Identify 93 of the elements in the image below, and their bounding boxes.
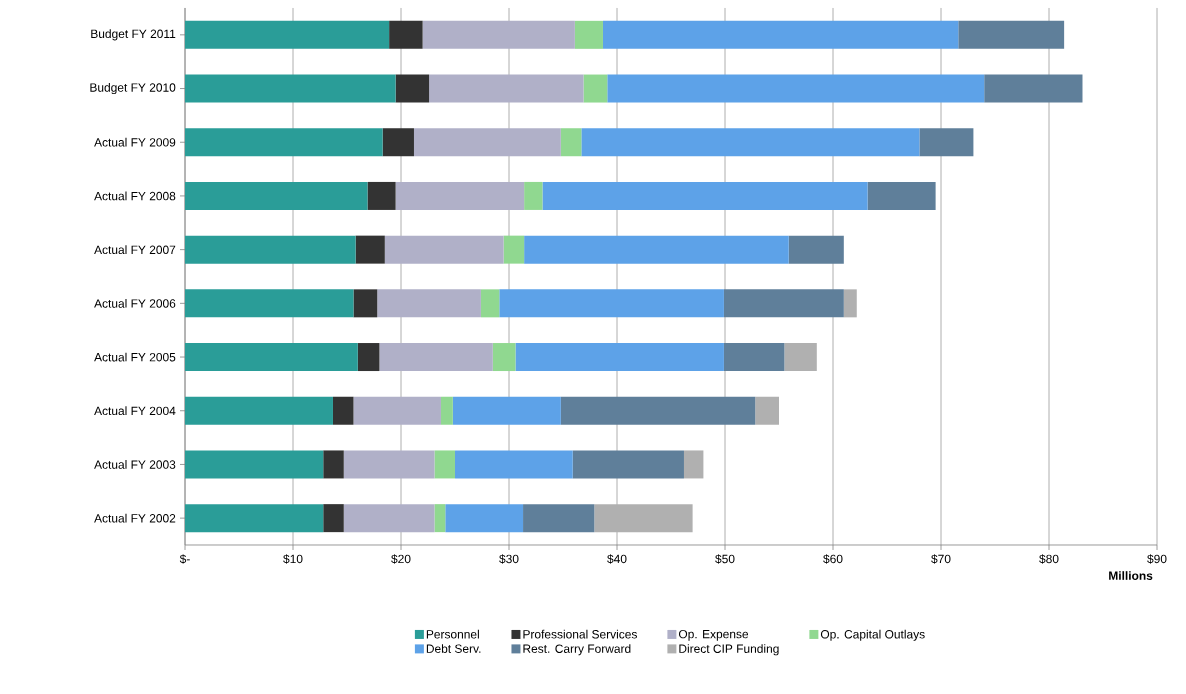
bar (984, 74, 1083, 103)
bar (723, 289, 844, 318)
legend-label: Op. Expense (678, 629, 749, 641)
bar (332, 396, 354, 425)
x-tick-label: $50 (715, 554, 735, 564)
bar (583, 74, 608, 103)
bar (445, 504, 524, 533)
bar (185, 20, 390, 49)
bar (607, 74, 985, 103)
x-tick-label: $60 (823, 554, 843, 564)
bar (843, 289, 857, 318)
bar (353, 396, 441, 425)
bar (323, 504, 344, 533)
bar (434, 450, 456, 479)
y-tick-label: Budget FY 2010 (90, 82, 176, 95)
y-tick-label: Budget FY 2011 (91, 29, 176, 41)
bar (185, 504, 324, 533)
bar (602, 20, 959, 49)
bar (185, 396, 333, 425)
bar (788, 235, 844, 264)
bar (389, 20, 423, 49)
bar (581, 128, 920, 157)
bar (499, 289, 724, 318)
bar (560, 128, 582, 157)
bar (377, 289, 481, 318)
x-tick-label: $90 (1147, 554, 1167, 564)
bar (572, 450, 684, 479)
bar (384, 235, 504, 264)
y-tick-label: Actual FY 2005 (94, 352, 176, 362)
bar (355, 235, 385, 264)
bar (382, 128, 414, 157)
bar (574, 20, 603, 49)
bar (503, 235, 525, 264)
x-tick-label: $40 (607, 554, 627, 564)
bar (958, 20, 1065, 49)
bar (524, 181, 543, 210)
bar (492, 343, 516, 372)
bar (594, 504, 693, 533)
bar (429, 74, 584, 103)
bar (542, 181, 868, 210)
legend-label: Professional Services (523, 629, 637, 639)
bar (343, 450, 435, 479)
legend-label: Personnel (426, 629, 479, 639)
bar (367, 181, 396, 210)
x-tick-label: $20 (391, 554, 411, 564)
y-tick-label: Actual FY 2003 (94, 460, 176, 469)
bar (185, 235, 356, 264)
bar (560, 396, 756, 425)
bar (379, 343, 493, 372)
bar (919, 128, 974, 157)
bar (440, 396, 453, 425)
bar (185, 289, 354, 318)
bar (452, 396, 561, 425)
bar (867, 181, 936, 210)
y-tick-label: Actual FY 2009 (94, 137, 176, 147)
x-tick-label: $- (179, 554, 190, 564)
x-tick-label: $30 (499, 554, 519, 564)
bar (323, 450, 344, 479)
bar (343, 504, 435, 533)
bar (413, 128, 561, 157)
legend-label: Debt Serv. (426, 644, 481, 653)
bar (395, 74, 430, 103)
bar (480, 289, 500, 318)
y-tick-label: Actual FY 2008 (94, 191, 176, 201)
bar (683, 450, 704, 479)
bar (353, 289, 378, 318)
bar (395, 181, 525, 210)
legend-label: Direct CIP Funding (679, 644, 779, 656)
x-axis-title: Millions (1109, 571, 1153, 580)
bar (523, 504, 595, 533)
y-tick-label: Actual FY 2004 (94, 406, 176, 416)
bar (455, 450, 573, 479)
bar (784, 343, 817, 372)
x-tick-label: $10 (283, 554, 303, 564)
bar (185, 343, 358, 372)
bar (422, 20, 575, 49)
bar (515, 343, 724, 372)
x-tick-label: $80 (1039, 554, 1059, 564)
bar (434, 504, 446, 533)
bar (755, 396, 780, 425)
legend-label: Op. Capital Outlays (820, 629, 925, 641)
bar (185, 74, 396, 103)
legend-label: Rest. Carry Forward (523, 644, 631, 656)
bar (185, 128, 383, 157)
x-tick-label: $70 (931, 554, 951, 564)
bar (185, 181, 368, 210)
y-tick-label: Actual FY 2006 (94, 298, 176, 308)
bar (357, 343, 380, 372)
bar (723, 343, 785, 372)
bar (524, 235, 789, 264)
y-tick-label: Actual FY 2002 (94, 513, 176, 523)
bar (185, 450, 324, 479)
y-tick-label: Actual FY 2007 (94, 245, 176, 255)
